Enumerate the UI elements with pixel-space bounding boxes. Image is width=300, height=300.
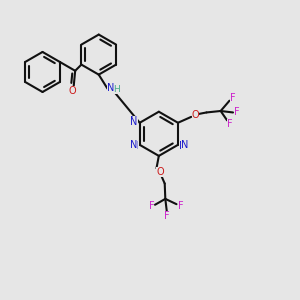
Text: N: N xyxy=(130,117,137,127)
Text: F: F xyxy=(149,201,154,211)
Text: O: O xyxy=(191,110,199,119)
Text: N: N xyxy=(181,140,188,150)
Text: O: O xyxy=(156,167,164,177)
Text: N: N xyxy=(130,117,137,127)
Text: N: N xyxy=(107,83,114,93)
Text: N: N xyxy=(130,140,137,150)
Text: F: F xyxy=(227,119,233,129)
Text: N: N xyxy=(130,116,137,126)
Text: N: N xyxy=(179,141,186,151)
Text: H: H xyxy=(114,85,120,94)
Text: N: N xyxy=(181,140,188,150)
Text: F: F xyxy=(230,93,236,103)
Text: F: F xyxy=(164,211,170,221)
Text: F: F xyxy=(234,107,240,118)
Text: N: N xyxy=(131,141,139,151)
Text: N: N xyxy=(130,140,137,150)
Text: F: F xyxy=(178,201,183,211)
Text: O: O xyxy=(68,86,76,96)
